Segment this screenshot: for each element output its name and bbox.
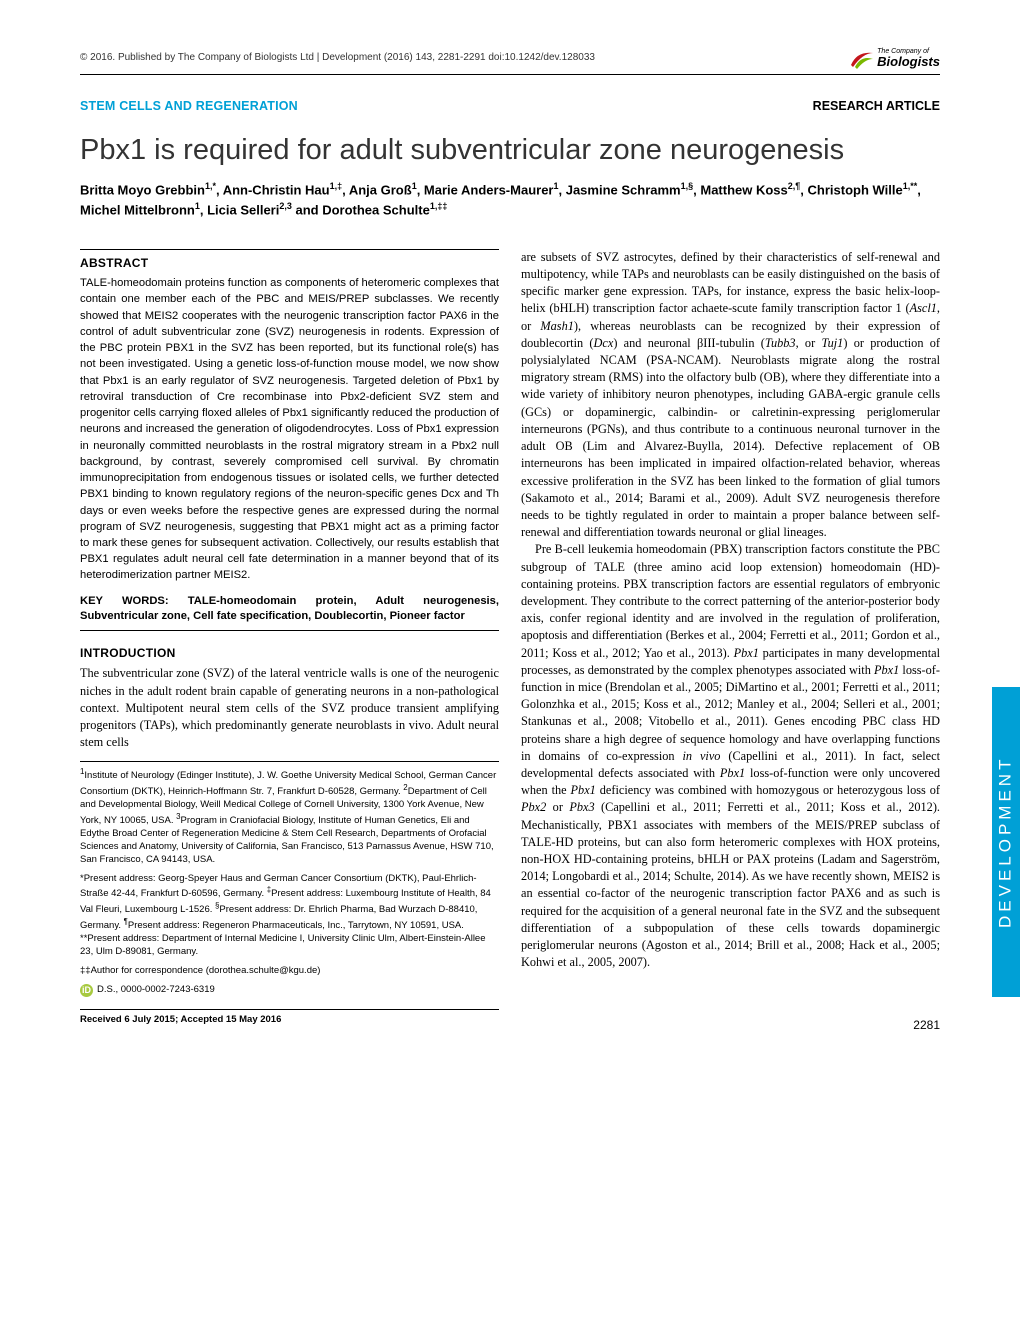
article-category: STEM CELLS AND REGENERATION: [80, 97, 298, 115]
journal-side-tab: DEVELOPMENT: [992, 687, 1020, 997]
orcid-icon: iD: [80, 984, 93, 997]
intro-p1-text: The subventricular zone (SVZ) of the lat…: [80, 665, 499, 751]
authors-list: Britta Moyo Grebbin1,*, Ann-Christin Hau…: [80, 180, 940, 221]
logo-text: The Company of Biologists: [877, 48, 940, 68]
publisher-logo: The Company of Biologists: [849, 45, 940, 71]
two-column-content: ABSTRACT TALE-homeodomain proteins funct…: [80, 249, 940, 1027]
copyright-text: © 2016. Published by The Company of Biol…: [80, 51, 595, 66]
intro-continuation: are subsets of SVZ astrocytes, defined b…: [521, 249, 940, 972]
affiliation-present-addresses: *Present address: Georg-Speyer Haus and …: [80, 873, 499, 959]
orcid-line: iD D.S., 0000-0002-7243-6319: [80, 984, 215, 997]
abstract-text: TALE-homeodomain proteins function as co…: [80, 275, 499, 583]
page-number: 2281: [913, 1017, 940, 1034]
intro-p3-text: Pre B-cell leukemia homeodomain (PBX) tr…: [521, 541, 940, 971]
abstract-heading: ABSTRACT: [80, 255, 499, 272]
header: © 2016. Published by The Company of Biol…: [80, 45, 940, 75]
keywords: KEY WORDS: TALE-homeodomain protein, Adu…: [80, 594, 499, 625]
received-accepted: Received 6 July 2015; Accepted 15 May 20…: [80, 1009, 499, 1027]
intro-p2-text: are subsets of SVZ astrocytes, defined b…: [521, 249, 940, 541]
affiliations-block: 1Institute of Neurology (Edinger Institu…: [80, 761, 499, 1026]
logo-line2: Biologists: [877, 55, 940, 68]
category-row: STEM CELLS AND REGENERATION RESEARCH ART…: [80, 97, 940, 115]
orcid-id: D.S., 0000-0002-7243-6319: [97, 984, 215, 997]
affiliation-institutions: 1Institute of Neurology (Edinger Institu…: [80, 767, 499, 866]
article-type: RESEARCH ARTICLE: [813, 97, 940, 115]
article-title: Pbx1 is required for adult subventricula…: [80, 133, 940, 168]
intro-p1: The subventricular zone (SVZ) of the lat…: [80, 665, 499, 751]
logo-swoosh-icon: [849, 45, 875, 71]
correspondence: ‡‡Author for correspondence (dorothea.sc…: [80, 965, 499, 978]
intro-heading: INTRODUCTION: [80, 645, 499, 662]
